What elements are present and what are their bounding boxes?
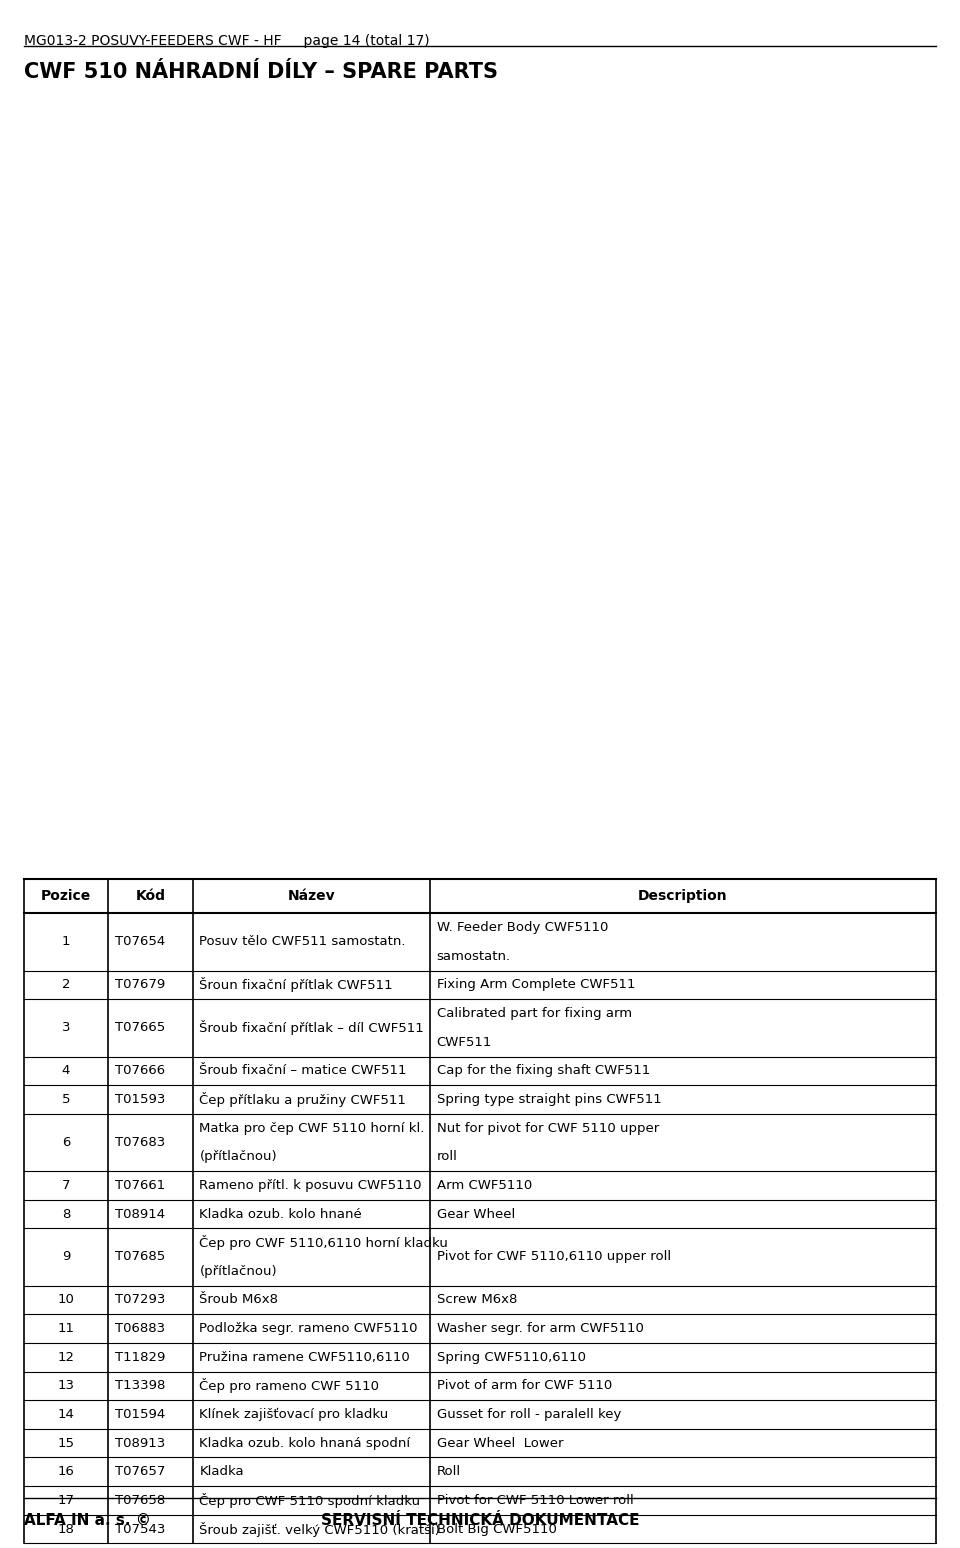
Text: Fixing Arm Complete CWF511: Fixing Arm Complete CWF511 <box>437 978 636 991</box>
Text: W. Feeder Body CWF5110: W. Feeder Body CWF5110 <box>437 921 608 933</box>
Text: T07657: T07657 <box>114 1466 165 1478</box>
Text: Screw M6x8: Screw M6x8 <box>437 1294 516 1307</box>
Text: Arm CWF5110: Arm CWF5110 <box>437 1180 532 1192</box>
Text: Nut for pivot for CWF 5110 upper: Nut for pivot for CWF 5110 upper <box>437 1122 659 1135</box>
Text: T07679: T07679 <box>114 978 165 991</box>
Text: Kód: Kód <box>135 889 165 904</box>
Text: Gear Wheel: Gear Wheel <box>437 1207 515 1220</box>
Text: Gear Wheel  Lower: Gear Wheel Lower <box>437 1437 564 1449</box>
Text: Šroub M6x8: Šroub M6x8 <box>200 1294 278 1307</box>
Text: Matka pro čep CWF 5110 horní kl.: Matka pro čep CWF 5110 horní kl. <box>200 1122 425 1135</box>
Text: 2: 2 <box>61 978 70 991</box>
Text: 13: 13 <box>58 1379 75 1392</box>
Text: Čep pro CWF 5110 spodní kladku: Čep pro CWF 5110 spodní kladku <box>200 1492 420 1508</box>
Text: MG013-2 POSUVY-FEEDERS CWF - HF     page 14 (total 17): MG013-2 POSUVY-FEEDERS CWF - HF page 14 … <box>24 34 430 48</box>
Text: Šroun fixační přítlak CWF511: Šroun fixační přítlak CWF511 <box>200 977 393 992</box>
Text: 8: 8 <box>61 1207 70 1220</box>
Text: T08914: T08914 <box>114 1207 165 1220</box>
Text: Posuv tělo CWF511 samostatn.: Posuv tělo CWF511 samostatn. <box>200 935 406 949</box>
Text: 10: 10 <box>58 1294 74 1307</box>
Text: Podložka segr. rameno CWF5110: Podložka segr. rameno CWF5110 <box>200 1322 418 1334</box>
Text: Čep pro CWF 5110,6110 horní kladku: Čep pro CWF 5110,6110 horní kladku <box>200 1235 448 1251</box>
Text: CWF 510 NÁHRADNÍ DÍLY – SPARE PARTS: CWF 510 NÁHRADNÍ DÍLY – SPARE PARTS <box>24 62 498 82</box>
Text: 7: 7 <box>61 1180 70 1192</box>
Text: T06883: T06883 <box>114 1322 165 1334</box>
Text: T07683: T07683 <box>114 1136 165 1149</box>
Text: T07666: T07666 <box>114 1065 165 1077</box>
Text: Description: Description <box>638 889 728 904</box>
Text: Cap for the fixing shaft CWF511: Cap for the fixing shaft CWF511 <box>437 1065 650 1077</box>
Text: (přítlačnou): (přítlačnou) <box>200 1150 277 1163</box>
Text: 6: 6 <box>61 1136 70 1149</box>
Text: T07665: T07665 <box>114 1022 165 1034</box>
Text: Čep pro rameno CWF 5110: Čep pro rameno CWF 5110 <box>200 1378 379 1393</box>
Text: Spring type straight pins CWF511: Spring type straight pins CWF511 <box>437 1093 661 1105</box>
Text: Rameno přítl. k posuvu CWF5110: Rameno přítl. k posuvu CWF5110 <box>200 1180 422 1192</box>
Text: 3: 3 <box>61 1022 70 1034</box>
Text: Pivot of arm for CWF 5110: Pivot of arm for CWF 5110 <box>437 1379 612 1392</box>
Text: 12: 12 <box>58 1351 75 1364</box>
Text: Pozice: Pozice <box>41 889 91 904</box>
Text: roll: roll <box>437 1150 457 1163</box>
Text: T07293: T07293 <box>114 1294 165 1307</box>
Text: Bolt Big CWF5110: Bolt Big CWF5110 <box>437 1523 557 1536</box>
Text: T07654: T07654 <box>114 935 165 949</box>
Text: 9: 9 <box>61 1251 70 1263</box>
Text: Calibrated part for fixing arm: Calibrated part for fixing arm <box>437 1008 632 1020</box>
Text: Název: Název <box>287 889 335 904</box>
Text: CWF511: CWF511 <box>437 1036 492 1048</box>
Text: 16: 16 <box>58 1466 74 1478</box>
Text: T08913: T08913 <box>114 1437 165 1449</box>
Text: T11829: T11829 <box>114 1351 165 1364</box>
Text: Washer segr. for arm CWF5110: Washer segr. for arm CWF5110 <box>437 1322 643 1334</box>
Text: T07685: T07685 <box>114 1251 165 1263</box>
Text: Šroub fixační – matice CWF511: Šroub fixační – matice CWF511 <box>200 1065 407 1077</box>
Text: SERVISNÍ TECHNICKÁ DOKUMENTACE: SERVISNÍ TECHNICKÁ DOKUMENTACE <box>321 1512 639 1528</box>
Text: T07661: T07661 <box>114 1180 165 1192</box>
Text: Spring CWF5110,6110: Spring CWF5110,6110 <box>437 1351 586 1364</box>
Text: Kladka ozub. kolo hnaná spodní: Kladka ozub. kolo hnaná spodní <box>200 1437 411 1449</box>
Text: Kladka ozub. kolo hnané: Kladka ozub. kolo hnané <box>200 1207 362 1220</box>
Text: 15: 15 <box>58 1437 75 1449</box>
Text: ALFA IN a. s. ©: ALFA IN a. s. © <box>24 1512 151 1528</box>
Text: T07658: T07658 <box>114 1494 165 1506</box>
Text: 5: 5 <box>61 1093 70 1105</box>
Text: (přítlačnou): (přítlačnou) <box>200 1265 277 1277</box>
Text: Pivot for CWF 5110 Lower roll: Pivot for CWF 5110 Lower roll <box>437 1494 634 1506</box>
Text: Roll: Roll <box>437 1466 461 1478</box>
Text: 17: 17 <box>58 1494 75 1506</box>
Text: T13398: T13398 <box>114 1379 165 1392</box>
Text: 18: 18 <box>58 1523 74 1536</box>
Text: Kladka: Kladka <box>200 1466 244 1478</box>
Text: Čep přítlaku a pružiny CWF511: Čep přítlaku a pružiny CWF511 <box>200 1091 406 1107</box>
Text: Pivot for CWF 5110,6110 upper roll: Pivot for CWF 5110,6110 upper roll <box>437 1251 671 1263</box>
Text: Klínek zajišťovací pro kladku: Klínek zajišťovací pro kladku <box>200 1409 389 1421</box>
Text: T01594: T01594 <box>114 1409 165 1421</box>
Text: samostatn.: samostatn. <box>437 950 511 963</box>
Text: Gusset for roll - paralell key: Gusset for roll - paralell key <box>437 1409 621 1421</box>
Text: 14: 14 <box>58 1409 74 1421</box>
Text: Šroub zajišť. velký CWF5110 (kratší): Šroub zajišť. velký CWF5110 (kratší) <box>200 1522 441 1537</box>
Text: Pružina ramene CWF5110,6110: Pružina ramene CWF5110,6110 <box>200 1351 410 1364</box>
Text: T01593: T01593 <box>114 1093 165 1105</box>
Text: 4: 4 <box>61 1065 70 1077</box>
Text: T07543: T07543 <box>114 1523 165 1536</box>
Text: 11: 11 <box>58 1322 75 1334</box>
Text: Šroub fixační přítlak – díl CWF511: Šroub fixační přítlak – díl CWF511 <box>200 1020 424 1036</box>
Text: 1: 1 <box>61 935 70 949</box>
